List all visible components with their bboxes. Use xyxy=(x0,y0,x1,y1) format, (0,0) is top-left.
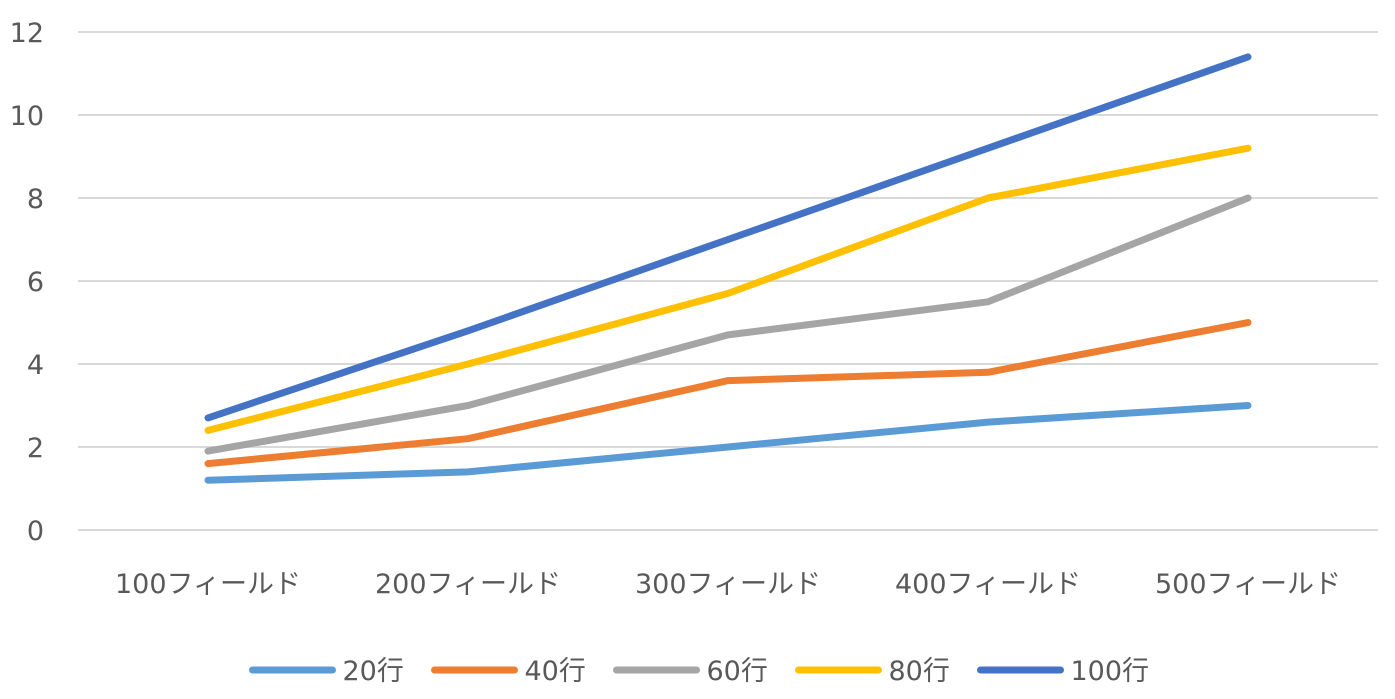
y-tick-label: 8 xyxy=(27,184,44,215)
y-tick-label: 2 xyxy=(27,433,44,464)
x-axis-tick-labels: 100フィールド 200フィールド 300フィールド 400フィールド 500フィールド xyxy=(115,569,1341,600)
x-tick-label: 300フィールド xyxy=(635,569,821,600)
x-tick-label: 200フィールド xyxy=(375,569,561,600)
legend-label: 80行 xyxy=(889,656,950,687)
x-tick-label: 500フィールド xyxy=(1155,569,1341,600)
y-tick-label: 0 xyxy=(27,516,44,547)
gridlines xyxy=(78,31,1378,531)
legend-label: 100行 xyxy=(1071,656,1150,687)
legend: 20行 40行 60行 80行 100行 xyxy=(249,656,1150,687)
legend-label: 40行 xyxy=(525,656,586,687)
legend-label: 60行 xyxy=(707,656,768,687)
series-lines xyxy=(204,53,1252,484)
y-axis-tick-labels: 0 2 4 6 8 10 12 xyxy=(10,18,44,547)
x-tick-label: 400フィールド xyxy=(895,569,1081,600)
y-tick-label: 4 xyxy=(27,350,44,381)
series-line-2 xyxy=(204,194,1252,455)
x-tick-label: 100フィールド xyxy=(115,569,301,600)
y-tick-label: 10 xyxy=(10,101,44,132)
series-line-3 xyxy=(204,144,1252,434)
y-tick-label: 12 xyxy=(10,18,44,49)
series-line-0 xyxy=(204,402,1252,484)
legend-label: 20行 xyxy=(343,656,404,687)
series-line-1 xyxy=(204,319,1252,468)
y-tick-label: 6 xyxy=(27,267,44,298)
series-line-4 xyxy=(204,53,1252,422)
